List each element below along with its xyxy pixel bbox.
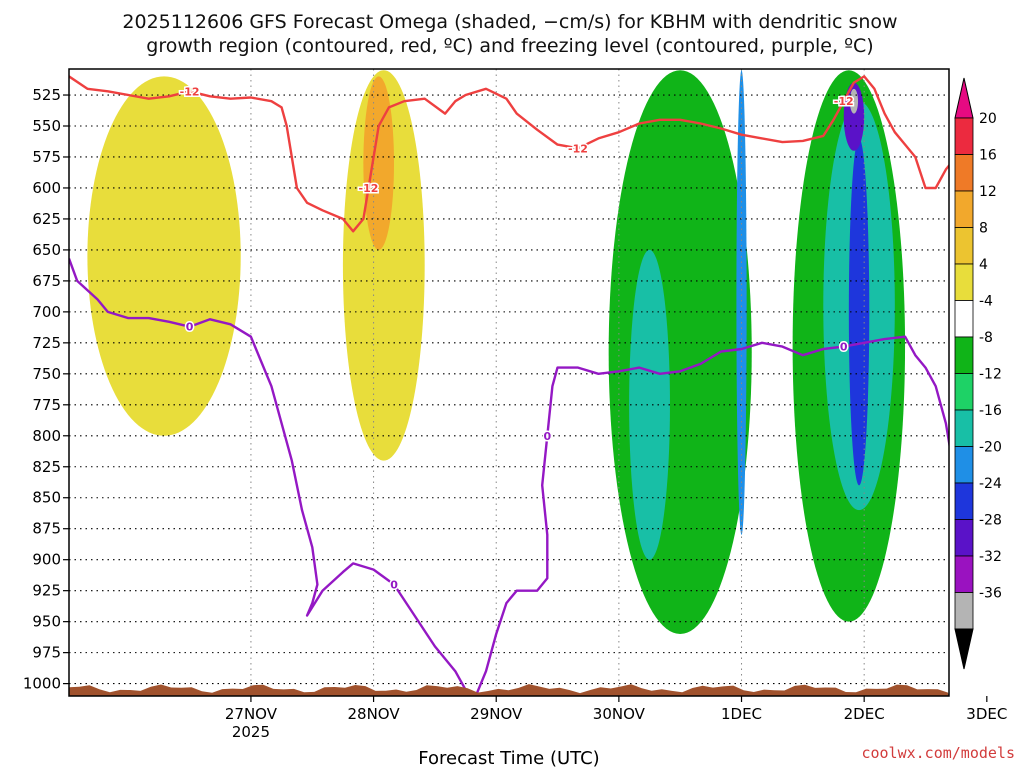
omega-region-4 bbox=[629, 249, 670, 560]
colorbar-label-13: -36 bbox=[979, 586, 1002, 602]
colorbar-band-0 bbox=[954, 117, 974, 155]
colorbar-band-11 bbox=[954, 519, 974, 557]
y-tick-label-11: 800 bbox=[32, 427, 61, 445]
omega-region-2 bbox=[363, 76, 395, 250]
y-tick-label-7: 700 bbox=[32, 303, 61, 321]
contour-label-0-1: -12 bbox=[359, 182, 379, 195]
y-axis-pressure: 525 550 575 600 625 650 675 700 725 750 775 800 825 8… bbox=[23, 86, 69, 693]
colorbar-label-12: -32 bbox=[979, 549, 1002, 565]
x-tick-label-0: 27NOV bbox=[225, 705, 278, 723]
y-tick-label-14: 875 bbox=[32, 520, 61, 538]
y-tick-label-13: 850 bbox=[32, 489, 61, 507]
omega-region-5 bbox=[736, 70, 747, 535]
y-tick-label-17: 950 bbox=[32, 613, 61, 631]
y-tick-label-1: 550 bbox=[32, 117, 61, 135]
colorbar-band-3 bbox=[954, 227, 974, 265]
chart-title-line-2: growth region (contoured, red, ºC) and f… bbox=[146, 35, 873, 57]
colorbar-band-1 bbox=[954, 154, 974, 192]
contour-label-1-3: 0 bbox=[840, 341, 848, 354]
colorbar-label-5: -4 bbox=[979, 294, 993, 310]
colorbar-band-5 bbox=[954, 300, 974, 338]
omega-region-3 bbox=[608, 70, 752, 635]
y-tick-label-16: 925 bbox=[32, 582, 61, 600]
colorbar-label-2: 12 bbox=[979, 184, 997, 200]
colorbar-band-7 bbox=[954, 373, 974, 411]
colorbar-label-7: -12 bbox=[979, 367, 1002, 383]
x-tick-label-2: 29NOV bbox=[470, 705, 523, 723]
chart-title-line-1: 2025112606 GFS Forecast Omega (shaded, −… bbox=[122, 11, 897, 33]
contour-line-0 bbox=[69, 75, 949, 233]
colorbar-top-arrow bbox=[954, 77, 974, 119]
x-tick-label-5: 2DEC bbox=[844, 705, 885, 723]
colorbar-label-6: -8 bbox=[979, 330, 993, 346]
contour-label-0-3: -12 bbox=[834, 95, 854, 108]
colorbar-label-11: -28 bbox=[979, 513, 1002, 529]
omega-region-1 bbox=[342, 70, 425, 461]
plot-area: -12-12-12-12-12000000 bbox=[69, 69, 1024, 696]
x-tick-label-1: 28NOV bbox=[348, 705, 401, 723]
colorbar-label-8: -16 bbox=[979, 403, 1002, 419]
x-tick-label-4: 1DEC bbox=[721, 705, 762, 723]
contour-label-1-0: 0 bbox=[186, 321, 194, 334]
colorbar-label-3: 8 bbox=[979, 221, 988, 237]
colorbar-band-8 bbox=[954, 409, 974, 447]
y-tick-label-15: 900 bbox=[32, 551, 61, 569]
y-tick-label-5: 650 bbox=[32, 241, 61, 259]
y-tick-label-9: 750 bbox=[32, 365, 61, 383]
plot-frame bbox=[68, 68, 950, 697]
colorbar-label-4: 4 bbox=[979, 257, 988, 273]
contour-label-0-0: -12 bbox=[180, 85, 200, 98]
omega-region-8 bbox=[848, 138, 870, 486]
colorbar-label-10: -24 bbox=[979, 476, 1002, 492]
contour-label-1-1: 0 bbox=[390, 578, 398, 591]
terrain-ground bbox=[69, 684, 949, 696]
contour-label-0-4: -12 bbox=[977, 95, 997, 108]
x-tick-label-3: 30NOV bbox=[593, 705, 646, 723]
y-tick-label-12: 825 bbox=[32, 458, 61, 476]
colorbar-band-13 bbox=[954, 592, 974, 630]
omega-region-11 bbox=[997, 76, 1024, 138]
contour-label-1-4: 0 bbox=[1003, 634, 1011, 647]
colorbar-label-0: 20 bbox=[979, 111, 997, 127]
colorbar: 20 16 12 8 4 -4 -8 -12 -16 -20 -24 -28 -32 -36 bbox=[954, 77, 1002, 670]
x-tick-label-6: 3DEC bbox=[966, 705, 1007, 723]
y-tick-label-8: 725 bbox=[32, 334, 61, 352]
colorbar-band-10 bbox=[954, 482, 974, 520]
contour-label-0-2: -12 bbox=[568, 142, 588, 155]
watermark-text: coolwx.com/models bbox=[861, 744, 1015, 762]
contour-line-1 bbox=[69, 258, 949, 696]
y-tick-label-0: 525 bbox=[32, 86, 61, 104]
colorbar-band-4 bbox=[954, 263, 974, 301]
omega-region-9 bbox=[843, 82, 865, 151]
colorbar-label-9: -20 bbox=[979, 440, 1002, 456]
x-tick-sublabel-0: 2025 bbox=[232, 723, 270, 741]
colorbar-band-12 bbox=[954, 555, 974, 593]
y-tick-label-18: 975 bbox=[32, 644, 61, 662]
omega-region-0 bbox=[87, 76, 241, 436]
y-tick-label-19: 1000 bbox=[23, 675, 61, 693]
y-tick-label-4: 625 bbox=[32, 210, 61, 228]
y-tick-label-3: 600 bbox=[32, 179, 61, 197]
x-axis-title: Forecast Time (UTC) bbox=[418, 748, 599, 768]
y-tick-label-10: 775 bbox=[32, 396, 61, 414]
colorbar-bottom-arrow bbox=[954, 628, 974, 670]
colorbar-label-1: 16 bbox=[979, 148, 997, 164]
y-tick-label-6: 675 bbox=[32, 272, 61, 290]
contour-label-1-2: 0 bbox=[543, 430, 551, 443]
isotherm-contours: -12-12-12-12-12000000 bbox=[69, 75, 1011, 696]
y-tick-label-2: 575 bbox=[32, 148, 61, 166]
colorbar-band-6 bbox=[954, 336, 974, 374]
colorbar-band-9 bbox=[954, 446, 974, 484]
colorbar-band-2 bbox=[954, 190, 974, 228]
gridlines bbox=[69, 69, 949, 696]
